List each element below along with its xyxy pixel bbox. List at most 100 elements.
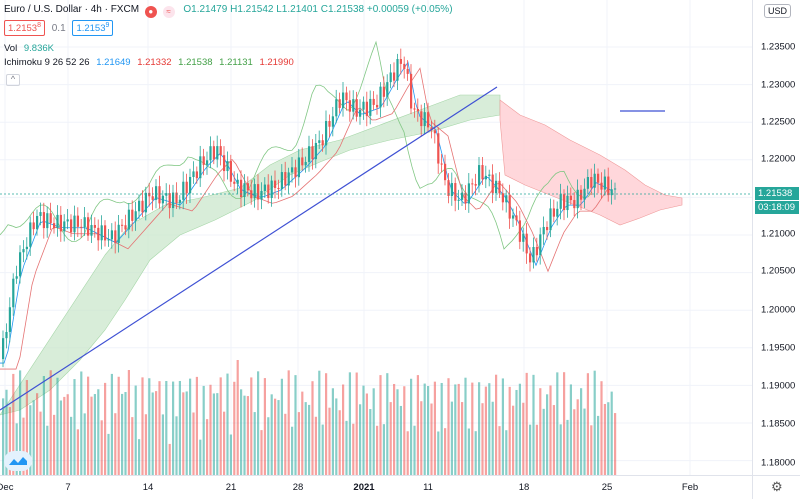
volume-bar: [416, 375, 419, 475]
chart-pane[interactable]: Euro / U.S. Dollar · 4h · FXCM ● ≈ O1.21…: [0, 0, 752, 475]
candle-body: [498, 180, 501, 194]
candle-body: [223, 155, 226, 172]
volume-bar: [328, 407, 331, 475]
volume-bar: [583, 408, 586, 475]
volume-bar: [614, 413, 617, 475]
volume-bar: [73, 379, 76, 475]
volume-bar: [515, 389, 518, 475]
time-axis[interactable]: Dec 7 14 21 28 2021 11 18 25 Feb: [0, 475, 752, 499]
volume-bar: [87, 376, 90, 475]
time-tick: Feb: [681, 482, 699, 493]
candle-body: [382, 86, 385, 97]
candle-body: [134, 211, 137, 221]
candle-body: [212, 146, 215, 160]
volume-bar: [454, 384, 457, 475]
candle-body: [165, 193, 168, 196]
gear-icon[interactable]: ⚙: [771, 479, 783, 494]
volume-bar: [185, 391, 188, 475]
price-chart[interactable]: [0, 0, 752, 475]
candle-body: [121, 224, 124, 226]
volume-bar: [301, 391, 304, 475]
candle-body: [491, 174, 494, 194]
candle-body: [342, 92, 345, 108]
candle-body: [603, 176, 606, 190]
candle-body: [56, 214, 59, 229]
volume-bar: [508, 386, 511, 475]
candle-body: [406, 68, 409, 74]
buy-button[interactable]: 1.21539: [72, 20, 114, 37]
candle-body: [559, 194, 562, 209]
volume-bar: [59, 400, 62, 475]
price-axis[interactable]: USD 1.235001.230001.225001.220001.215001…: [752, 0, 800, 475]
candle-body: [593, 173, 596, 188]
candle-body: [586, 177, 589, 189]
volume-bar: [386, 373, 389, 475]
ichimoku-legend[interactable]: Ichimoku 9 26 52 26 1.21649 1.21332 1.21…: [4, 57, 294, 68]
candle-body: [8, 307, 11, 332]
time-tick: Dec: [0, 482, 14, 493]
volume-bar: [522, 402, 525, 475]
candle-body: [117, 224, 120, 243]
candle-body: [42, 212, 45, 229]
candle-body: [481, 165, 484, 180]
collapse-legend-icon[interactable]: ^: [6, 74, 20, 86]
volume-bar: [586, 373, 589, 475]
volume-bar: [240, 389, 243, 475]
volume-bar: [53, 414, 56, 475]
candle-body: [518, 220, 521, 242]
volume-legend[interactable]: Vol 9.836K: [4, 43, 54, 54]
sell-button[interactable]: 1.21538: [4, 20, 45, 37]
volume-bar: [529, 424, 532, 475]
candle-body: [522, 233, 525, 242]
candle-body: [542, 226, 545, 235]
volume-bar: [376, 425, 379, 475]
market-status-icon: ●: [144, 6, 157, 18]
candle-body: [433, 130, 436, 134]
volume-bar: [257, 371, 260, 475]
candle-body: [76, 215, 79, 227]
candle-body: [461, 192, 464, 200]
candle-body: [563, 194, 566, 211]
candle-body: [556, 208, 559, 217]
volume-bar: [379, 375, 382, 475]
volume-bar: [93, 394, 96, 475]
candle-body: [393, 72, 396, 81]
volume-bar: [223, 411, 226, 475]
currency-label[interactable]: USD: [764, 4, 792, 18]
price-tick: 1.20000: [761, 304, 796, 316]
candle-body: [386, 82, 389, 97]
volume-bar: [580, 388, 583, 475]
volume-bar: [447, 378, 450, 475]
candle-body: [189, 176, 192, 194]
compare-icon[interactable]: ≈: [162, 6, 175, 18]
volume-bar: [369, 409, 372, 475]
candle-body: [501, 193, 504, 203]
volume-bar: [450, 401, 453, 475]
symbol-title[interactable]: Euro / U.S. Dollar · 4h · FXCM: [4, 4, 140, 15]
candle-body: [233, 181, 236, 184]
volume-bar: [481, 403, 484, 475]
candle-body: [97, 227, 100, 241]
candle-body: [110, 230, 113, 240]
volume-bar: [267, 417, 270, 475]
volume-bar: [325, 373, 328, 475]
settings-corner[interactable]: ⚙: [752, 475, 800, 499]
volume-bar: [195, 376, 198, 475]
candle-body: [175, 192, 178, 203]
price-tick: 1.20500: [761, 265, 796, 277]
tradingview-logo[interactable]: [4, 451, 32, 471]
volume-bar: [155, 391, 158, 475]
candle-body: [2, 338, 5, 360]
volume-bar: [314, 416, 317, 475]
candle-body: [138, 200, 141, 212]
candle-body: [15, 276, 18, 279]
candle-body: [355, 99, 358, 117]
candle-body: [590, 177, 593, 188]
volume-bar: [410, 378, 413, 475]
volume-bar: [423, 383, 426, 475]
volume-bar: [478, 382, 481, 475]
ichimoku-cloud-bullish: [0, 94, 501, 416]
volume-bar: [535, 424, 538, 475]
volume-bar: [471, 382, 474, 475]
ichimoku-value-3: 1.21131: [219, 57, 253, 68]
